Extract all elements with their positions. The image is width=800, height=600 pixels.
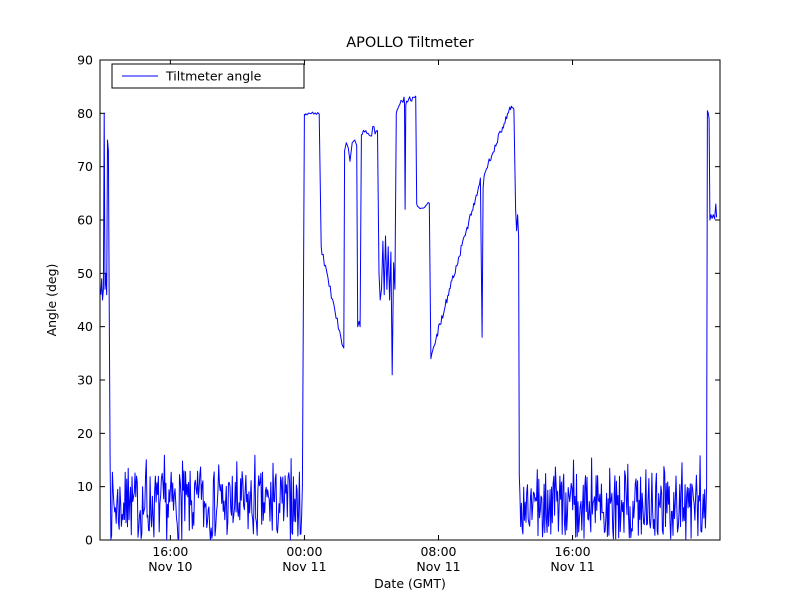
x-tick-label-date-3: Nov 11 bbox=[550, 559, 594, 574]
x-axis-label: Date (GMT) bbox=[374, 576, 446, 591]
y-tick-label-70: 70 bbox=[77, 159, 93, 174]
y-tick-label-10: 10 bbox=[77, 479, 93, 494]
y-axis-label: Angle (deg) bbox=[44, 264, 59, 337]
y-axis-ticks: 0 10 20 30 40 50 60 70 80 90 bbox=[77, 53, 720, 548]
legend: Tiltmeter angle bbox=[111, 63, 305, 89]
y-tick-label-50: 50 bbox=[77, 266, 93, 281]
x-tick-label-time-1: 00:00 bbox=[286, 544, 322, 559]
x-tick-label-time-2: 08:00 bbox=[420, 544, 456, 559]
x-tick-label-time-3: 16:00 bbox=[555, 544, 591, 559]
x-tick-label-date-0: Nov 10 bbox=[148, 559, 192, 574]
legend-entry-label: Tiltmeter angle bbox=[165, 69, 262, 84]
y-tick-label-80: 80 bbox=[77, 106, 93, 121]
x-tick-label-date-2: Nov 11 bbox=[416, 559, 460, 574]
x-tick-label-date-1: Nov 11 bbox=[282, 559, 326, 574]
y-tick-label-40: 40 bbox=[77, 319, 93, 334]
series-line-tiltmeter-angle bbox=[100, 95, 718, 541]
y-tick-label-0: 0 bbox=[85, 533, 93, 548]
y-tick-label-60: 60 bbox=[77, 213, 93, 228]
y-tick-label-30: 30 bbox=[77, 373, 93, 388]
y-tick-label-90: 90 bbox=[77, 53, 93, 68]
plot-area bbox=[99, 59, 721, 541]
y-tick-label-20: 20 bbox=[77, 426, 93, 441]
chart-title: APOLLO Tiltmeter bbox=[346, 35, 474, 51]
x-tick-label-time-0: 16:00 bbox=[152, 544, 188, 559]
